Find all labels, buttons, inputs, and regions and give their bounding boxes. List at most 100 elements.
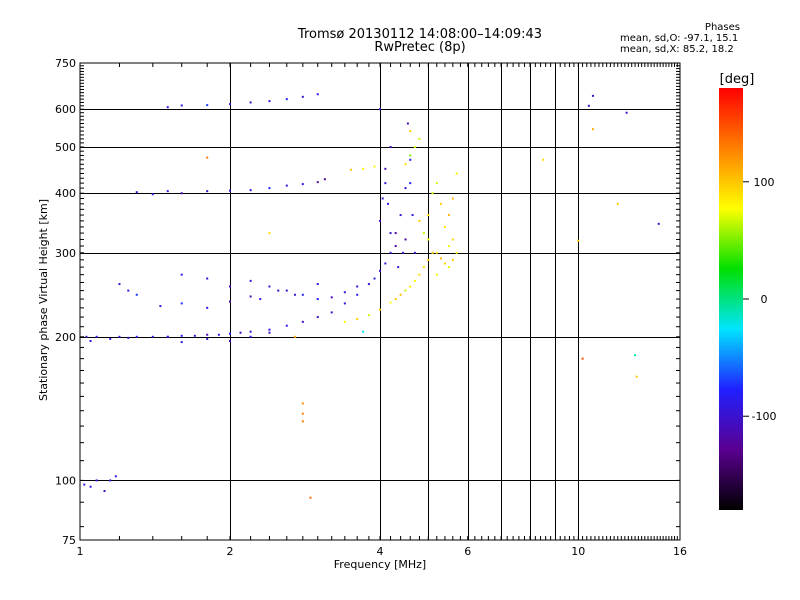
chart-subtitle: RwPretec (8p) <box>374 40 466 55</box>
echo-point <box>443 225 446 228</box>
x-tick-label: 1 <box>77 545 84 558</box>
echo-point <box>451 197 454 200</box>
echo-point <box>343 291 346 294</box>
echo-point <box>373 165 376 168</box>
echo-point <box>180 334 183 337</box>
echo-point <box>127 336 130 339</box>
echo-point <box>384 167 387 170</box>
echo-point <box>301 293 304 296</box>
echo-point <box>301 412 304 415</box>
echo-point <box>166 190 169 193</box>
echo-point <box>389 145 392 148</box>
echo-point <box>455 172 458 175</box>
echo-point <box>229 300 231 303</box>
x-tick-label: 4 <box>377 545 384 558</box>
echo-point <box>316 316 319 319</box>
echo-point <box>166 335 169 338</box>
echo-point <box>118 283 121 286</box>
echo-point <box>135 335 138 338</box>
echo-point <box>389 251 392 254</box>
y-tick-label: 750 <box>55 57 76 70</box>
echo-point <box>301 320 304 323</box>
echo-point <box>356 317 359 320</box>
echo-point <box>542 158 545 161</box>
echo-point <box>422 232 425 235</box>
echo-point <box>180 273 183 276</box>
echo-point <box>95 335 98 338</box>
echo-point <box>404 163 407 166</box>
echo-point <box>577 239 580 242</box>
echo-point <box>206 277 209 280</box>
echo-point <box>114 475 117 478</box>
echo-point <box>85 335 88 338</box>
echo-point <box>431 192 434 195</box>
echo-point <box>206 337 209 340</box>
echo-point <box>193 334 196 337</box>
echo-point <box>249 295 252 298</box>
colorbar-tick-label: 0 <box>761 293 768 306</box>
echo-point <box>367 283 370 286</box>
echo-point <box>451 258 454 261</box>
echo-point <box>409 158 412 161</box>
echo-point <box>309 496 312 499</box>
y-tick-label: 400 <box>55 187 76 200</box>
echo-point <box>447 214 450 217</box>
echo-point <box>435 251 438 254</box>
echo-point <box>301 183 304 186</box>
echo-point <box>409 154 412 157</box>
echo-point <box>350 168 353 171</box>
y-tick-label: 200 <box>55 331 76 344</box>
echo-point <box>316 283 319 286</box>
echo-point <box>439 202 442 205</box>
echo-point <box>259 298 262 301</box>
echo-point <box>399 293 402 296</box>
echo-point <box>402 251 405 254</box>
echo-point <box>180 302 183 305</box>
y-tick-label: 600 <box>55 103 76 116</box>
echo-point <box>418 137 421 140</box>
echo-point <box>95 479 98 482</box>
echo-point <box>206 333 209 336</box>
echo-point <box>447 266 450 269</box>
echo-point <box>268 187 271 190</box>
echo-point <box>180 192 183 195</box>
echo-point <box>409 130 412 133</box>
echo-point <box>109 479 112 482</box>
echo-point <box>285 324 288 327</box>
echo-point <box>404 238 407 241</box>
echo-point <box>384 182 387 185</box>
echo-point <box>435 273 438 276</box>
echo-point <box>301 402 304 405</box>
echo-point <box>293 293 296 296</box>
echo-point <box>625 111 628 114</box>
echo-point <box>229 339 231 342</box>
echo-point <box>206 306 209 309</box>
echo-point <box>435 182 438 185</box>
echo-point <box>316 298 319 301</box>
colorbar-tick-label: -100 <box>752 410 777 423</box>
echo-point <box>229 332 231 335</box>
echo-point <box>379 308 381 311</box>
colorbar-tick-label: 100 <box>754 176 775 189</box>
echo-point <box>591 128 594 131</box>
echo-point <box>180 341 183 344</box>
echo-point <box>411 214 414 217</box>
colorbar-ticks: -100 0 100 <box>743 176 776 423</box>
echo-point <box>83 483 86 486</box>
echo-point <box>394 245 397 248</box>
echo-point <box>151 193 154 196</box>
echo-point <box>427 214 430 217</box>
colorbar <box>719 88 743 510</box>
echo-point <box>217 333 220 336</box>
echo-point <box>406 122 409 125</box>
echo-point <box>249 279 252 282</box>
x-tick-label: 2 <box>227 545 234 558</box>
echo-point <box>285 184 288 187</box>
echo-point <box>229 103 231 106</box>
echo-point <box>356 285 359 288</box>
echo-point <box>316 93 319 96</box>
echo-point <box>118 335 121 338</box>
echo-point <box>229 189 231 192</box>
echo-point <box>634 354 637 357</box>
echo-point <box>249 330 252 333</box>
